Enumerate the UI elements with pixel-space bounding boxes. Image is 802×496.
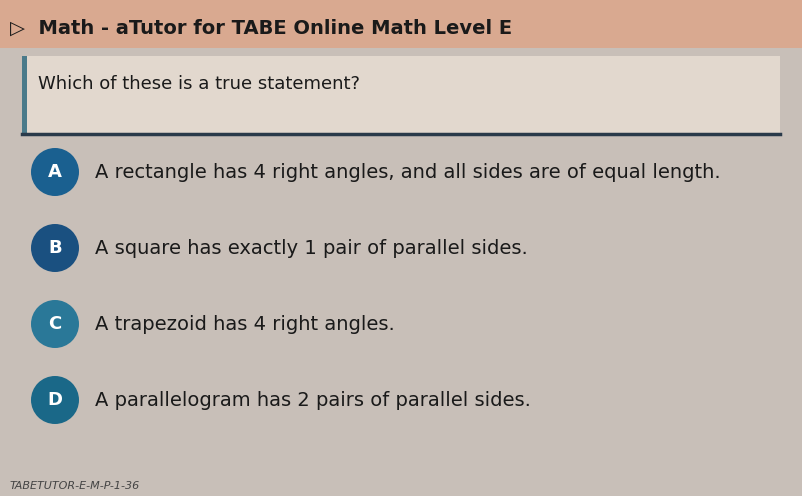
Text: A rectangle has 4 right angles, and all sides are of equal length.: A rectangle has 4 right angles, and all …: [95, 163, 719, 182]
Text: A: A: [48, 163, 62, 181]
Circle shape: [31, 224, 79, 272]
Text: Which of these is a true statement?: Which of these is a true statement?: [38, 75, 359, 93]
Text: ▷  Math - aTutor for TABE Online Math Level E: ▷ Math - aTutor for TABE Online Math Lev…: [10, 18, 512, 38]
FancyBboxPatch shape: [0, 0, 802, 48]
Text: A trapezoid has 4 right angles.: A trapezoid has 4 right angles.: [95, 314, 395, 333]
Text: A parallelogram has 2 pairs of parallel sides.: A parallelogram has 2 pairs of parallel …: [95, 390, 530, 410]
Text: TABETUTOR-E-M-P-1-36: TABETUTOR-E-M-P-1-36: [10, 481, 140, 491]
FancyBboxPatch shape: [0, 48, 802, 496]
Text: A square has exactly 1 pair of parallel sides.: A square has exactly 1 pair of parallel …: [95, 239, 527, 257]
Text: C: C: [48, 315, 62, 333]
FancyBboxPatch shape: [22, 56, 27, 134]
Circle shape: [31, 148, 79, 196]
Circle shape: [31, 300, 79, 348]
FancyBboxPatch shape: [22, 56, 779, 134]
Circle shape: [31, 376, 79, 424]
Text: B: B: [48, 239, 62, 257]
Text: D: D: [47, 391, 63, 409]
